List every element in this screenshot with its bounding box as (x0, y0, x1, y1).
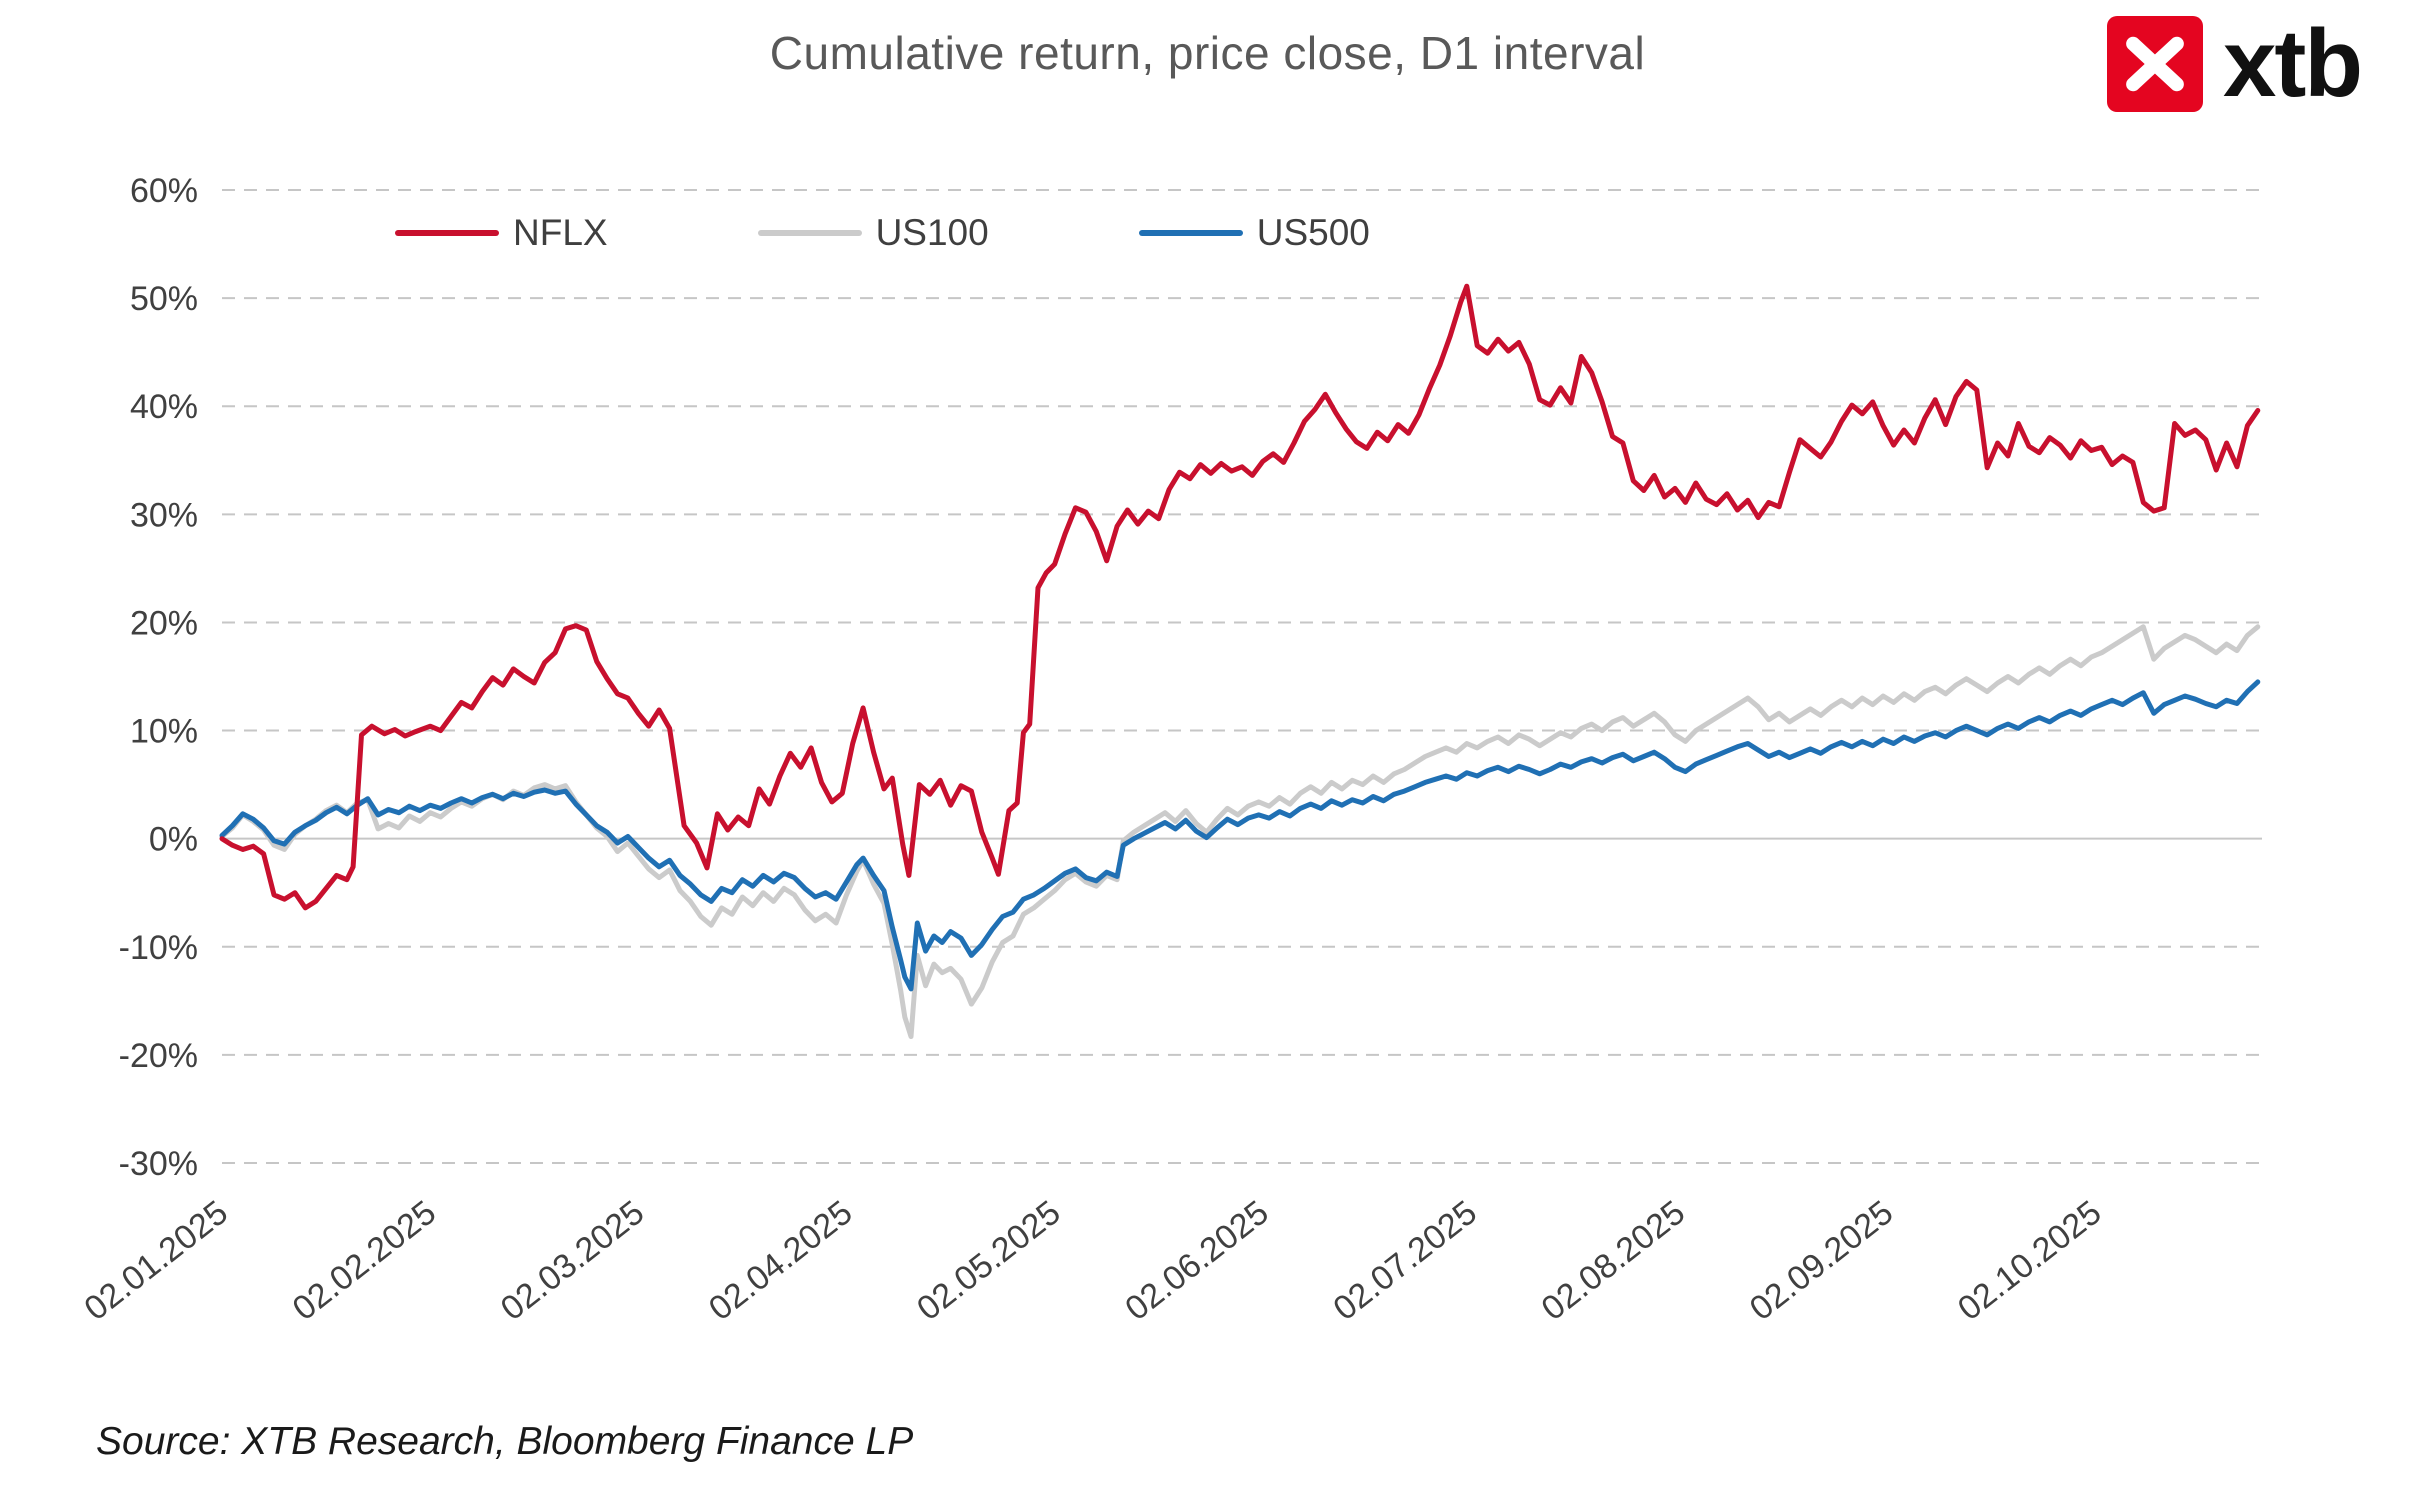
series-line-us500 (219, 679, 2261, 992)
series-line-us100 (219, 624, 2261, 1039)
x-axis-tick-label: 02.10.2025 (1951, 1193, 2108, 1328)
legend-line-swatch (395, 230, 499, 236)
xtb-logo-x-icon (2126, 36, 2184, 92)
series-line-nflx (219, 283, 2261, 911)
y-axis-tick-label: 0% (149, 821, 198, 859)
legend-line-swatch (1138, 230, 1243, 236)
legend-item-us500: US500 (1138, 212, 1370, 254)
legend-label: US500 (1256, 212, 1370, 253)
x-axis-tick-label: 02.04.2025 (702, 1193, 859, 1328)
xtb-logo-text: xtb (2223, 10, 2363, 117)
source-note: Source: XTB Research, Bloomberg Finance … (96, 1420, 914, 1463)
legend-label: NFLX (513, 212, 608, 253)
x-axis-tick-label: 02.06.2025 (1118, 1193, 1275, 1328)
x-axis-tick-label: 02.07.2025 (1326, 1193, 1483, 1328)
legend-label: US100 (875, 212, 989, 253)
x-axis-tick-label: 02.03.2025 (494, 1193, 651, 1328)
y-axis-tick-label: 20% (130, 604, 198, 642)
y-axis-tick-label: -30% (119, 1145, 198, 1183)
xtb-logo: xtb (2107, 10, 2363, 117)
legend-line-swatch (757, 230, 862, 236)
legend-item-us100: US100 (757, 212, 989, 254)
y-axis-tick-label: 10% (130, 713, 198, 751)
chart-title: Cumulative return, price close, D1 inter… (769, 27, 1646, 79)
x-axis-tick-label: 02.09.2025 (1743, 1193, 1900, 1328)
x-axis-tick-label: 02.02.2025 (286, 1193, 443, 1328)
legend-item-nflx: NFLX (395, 212, 608, 254)
y-axis-tick-label: 40% (130, 388, 198, 426)
x-axis-tick-label: 02.01.2025 (77, 1193, 234, 1328)
x-axis-tick-label: 02.08.2025 (1535, 1193, 1692, 1328)
y-axis-tick-label: -10% (119, 929, 198, 967)
x-axis-tick-label: 02.05.2025 (910, 1193, 1067, 1328)
y-axis-tick-label: -20% (119, 1037, 198, 1075)
chart-legend: NFLX US100 US500 (395, 212, 1370, 254)
y-axis-tick-label: 60% (130, 172, 198, 210)
xtb-logo-square (2107, 16, 2203, 112)
y-axis-tick-label: 30% (130, 496, 198, 534)
y-axis-tick-label: 50% (130, 280, 198, 318)
